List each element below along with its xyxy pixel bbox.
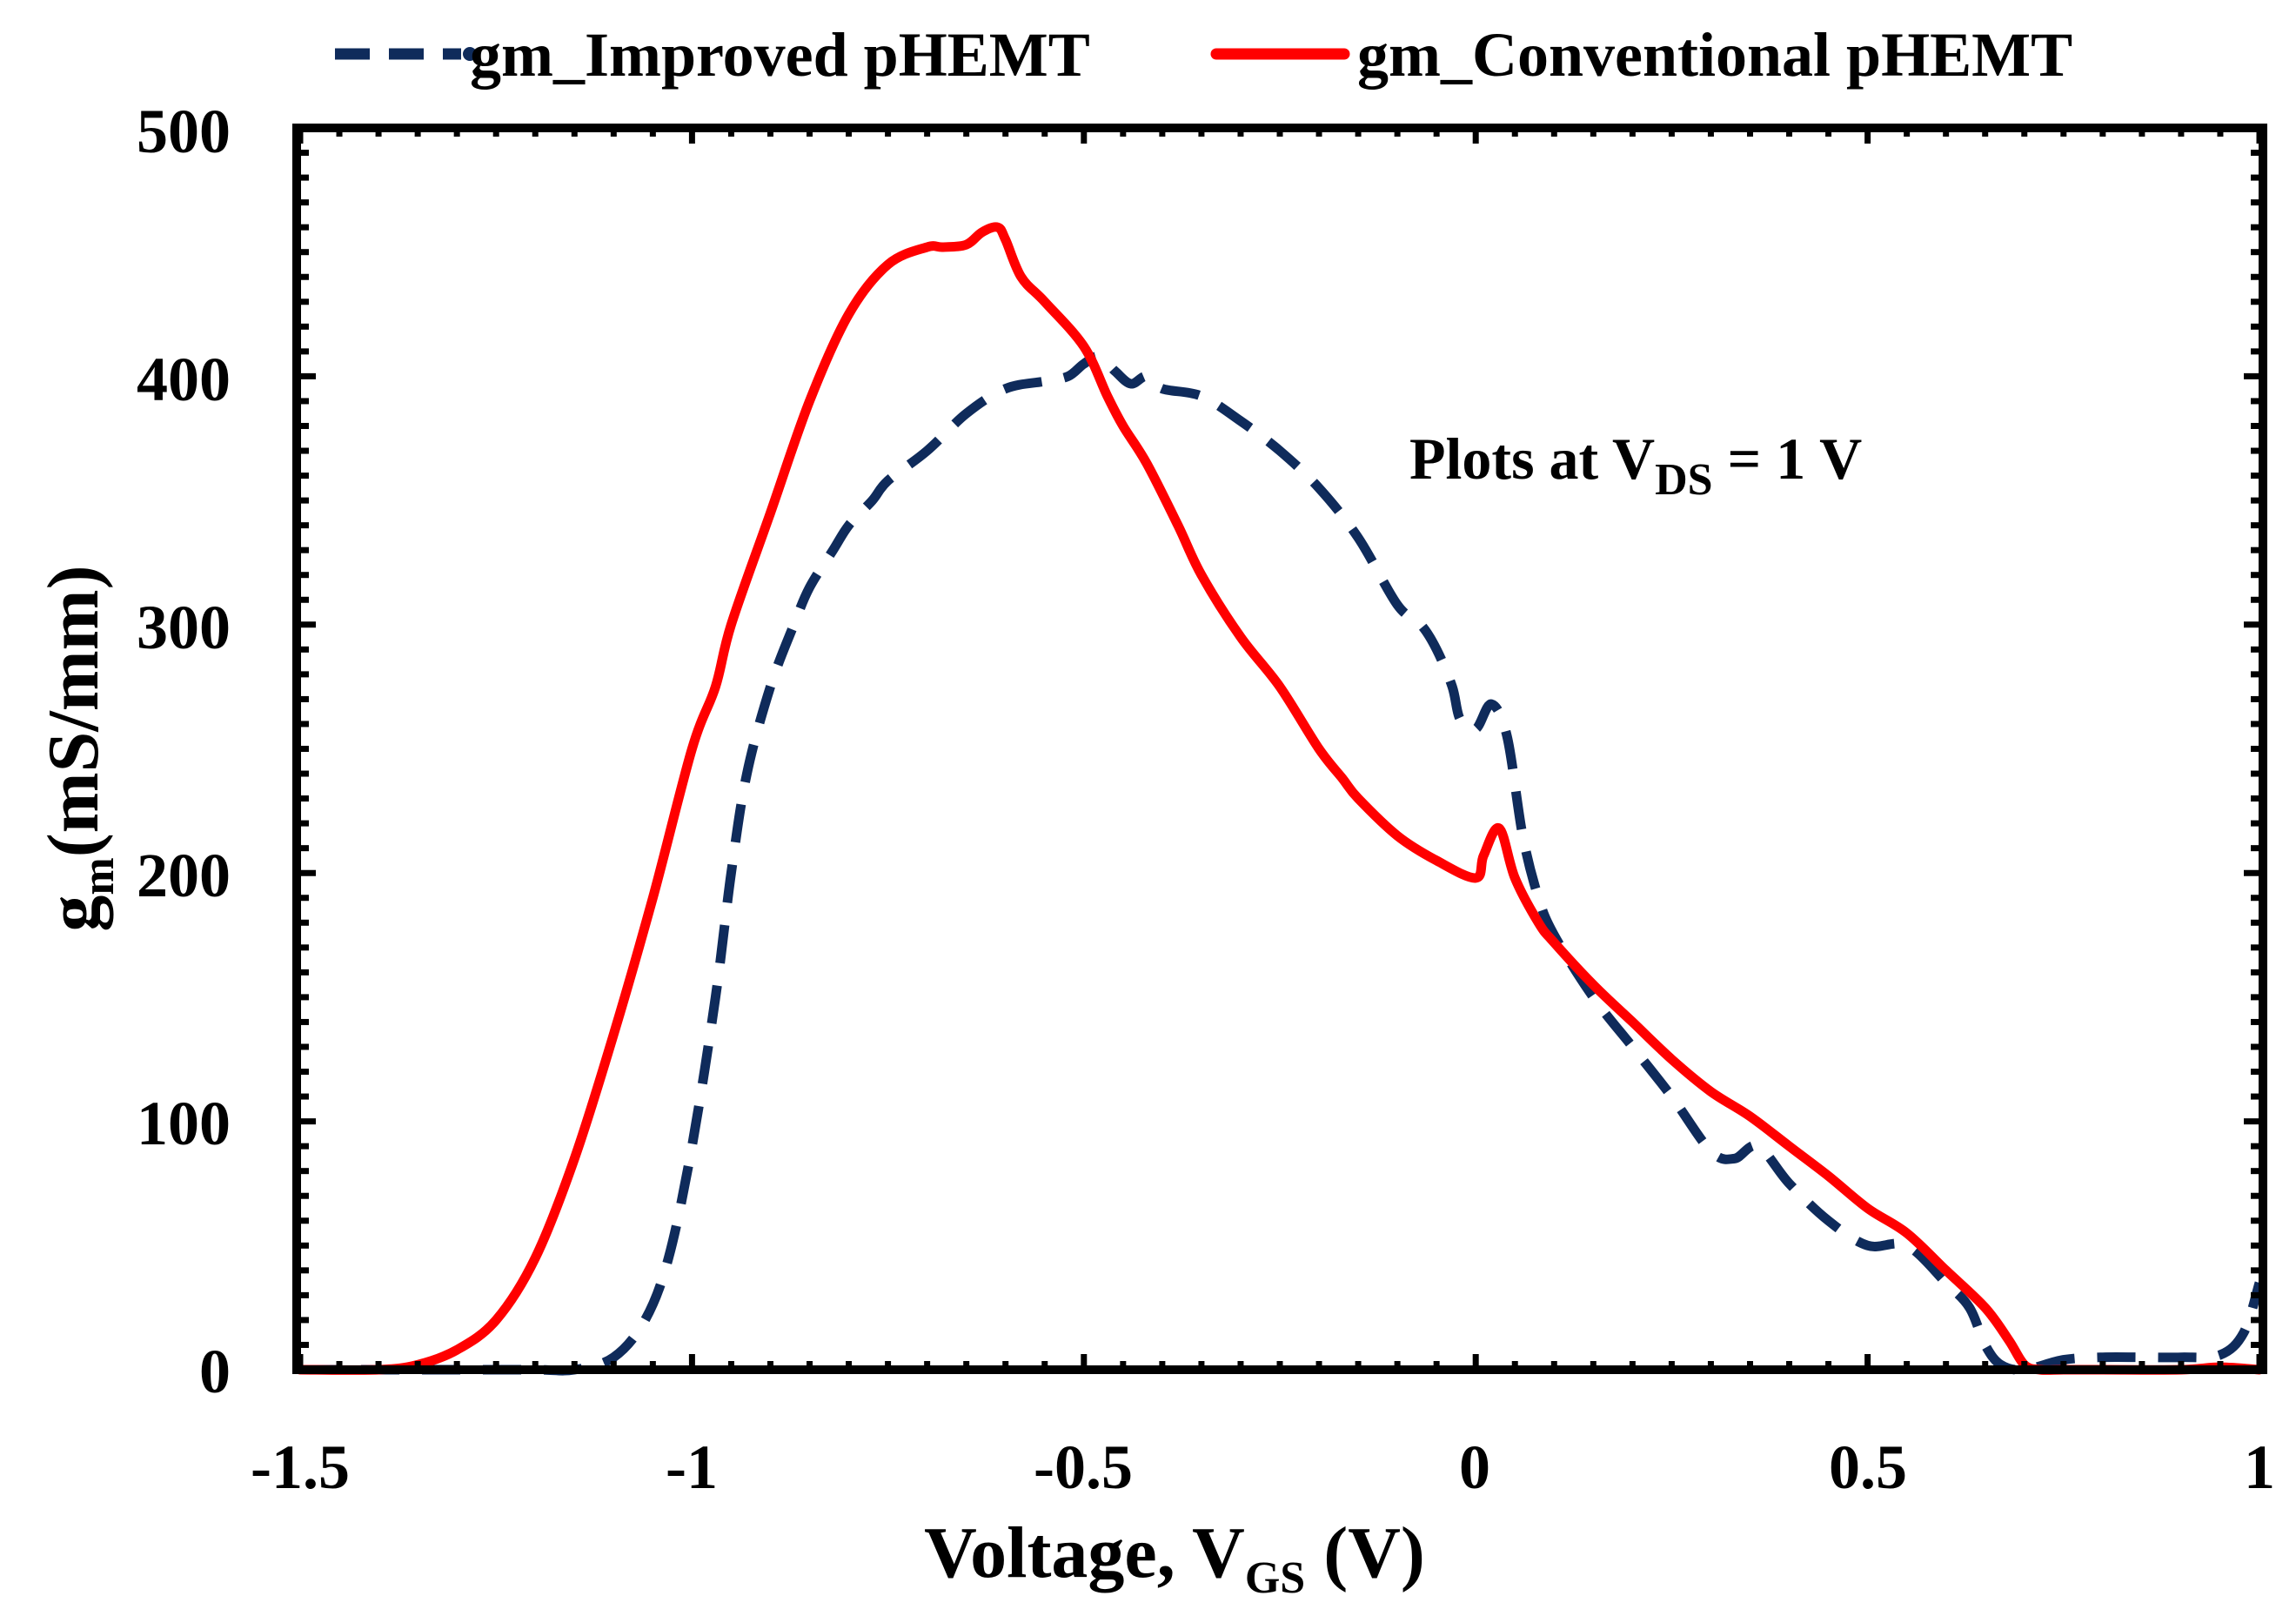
x-axis-title-subscript: GS: [1245, 1553, 1305, 1603]
y-axis-title-subscript: m: [74, 857, 124, 895]
x-axis-title-main: Voltage, V: [924, 1512, 1245, 1593]
x-axis-tick-labels: -1.5 -1 -0.5 0 0.5 1: [251, 1432, 2275, 1502]
y-tick-label-0: 0: [199, 1337, 231, 1406]
y-tick-label-400: 400: [137, 345, 231, 414]
y-tick-label-500: 500: [137, 97, 231, 166]
minor-ticks: [297, 124, 2263, 1373]
series-line-improved: [300, 351, 2265, 1376]
y-axis-title: gm(mS/mm): [33, 565, 124, 931]
x-tick-label-1: 1: [2244, 1432, 2275, 1502]
annotation-subscript: DS: [1655, 455, 1712, 505]
annotation-suffix: = 1 V: [1713, 426, 1863, 492]
plot-area-frame: [292, 124, 2267, 1374]
x-tick-label-0: 0: [1459, 1432, 1490, 1502]
x-tick-label-0p5: 0.5: [1829, 1432, 1907, 1502]
x-axis-title: Voltage, VGS (V): [924, 1512, 1425, 1603]
x-axis-title-suffix: (V): [1305, 1512, 1425, 1593]
x-tick-label-neg1: -1: [666, 1432, 718, 1502]
legend: gm_Improved pHEMT gm_Conventional pHEMT: [335, 20, 2072, 90]
legend-label-improved: gm_Improved pHEMT: [470, 20, 1090, 90]
series-line-conventional: [295, 222, 2265, 1375]
y-tick-label-100: 100: [137, 1089, 231, 1158]
x-tick-label-neg1p5: -1.5: [251, 1432, 350, 1502]
annotation-prefix: Plots at V: [1409, 426, 1655, 492]
y-axis-title-suffix: (mS/mm): [33, 565, 114, 857]
plot-annotation: Plots at VDS = 1 V: [1409, 426, 1862, 505]
y-axis-title-main: g: [33, 895, 114, 932]
y-axis-tick-labels: 0 100 200 300 400 500: [137, 97, 231, 1406]
legend-marker-improved: [463, 47, 477, 61]
x-tick-label-neg0p5: -0.5: [1034, 1432, 1133, 1502]
y-tick-label-300: 300: [137, 593, 231, 662]
y-tick-label-200: 200: [137, 841, 231, 910]
legend-label-conventional: gm_Conventional pHEMT: [1357, 20, 2072, 90]
